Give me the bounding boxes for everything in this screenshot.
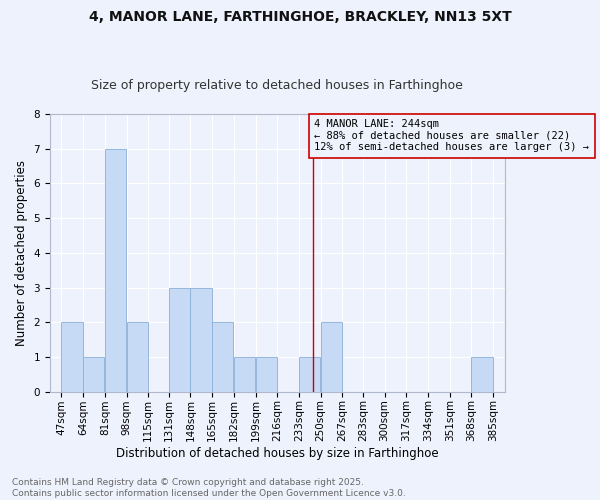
Bar xyxy=(83,357,104,392)
Y-axis label: Number of detached properties: Number of detached properties xyxy=(15,160,28,346)
Bar xyxy=(212,322,233,392)
Bar xyxy=(234,357,255,392)
Text: Contains HM Land Registry data © Crown copyright and database right 2025.
Contai: Contains HM Land Registry data © Crown c… xyxy=(12,478,406,498)
Bar xyxy=(256,357,277,392)
Title: Size of property relative to detached houses in Farthinghoe: Size of property relative to detached ho… xyxy=(91,79,463,92)
Bar xyxy=(127,322,148,392)
Bar xyxy=(61,322,83,392)
Bar xyxy=(299,357,320,392)
X-axis label: Distribution of detached houses by size in Farthinghoe: Distribution of detached houses by size … xyxy=(116,447,439,460)
Bar xyxy=(472,357,493,392)
Bar xyxy=(320,322,342,392)
Bar xyxy=(190,288,212,392)
Bar xyxy=(169,288,190,392)
Text: 4 MANOR LANE: 244sqm
← 88% of detached houses are smaller (22)
12% of semi-detac: 4 MANOR LANE: 244sqm ← 88% of detached h… xyxy=(314,119,589,152)
Bar xyxy=(105,148,126,392)
Text: 4, MANOR LANE, FARTHINGHOE, BRACKLEY, NN13 5XT: 4, MANOR LANE, FARTHINGHOE, BRACKLEY, NN… xyxy=(89,10,511,24)
